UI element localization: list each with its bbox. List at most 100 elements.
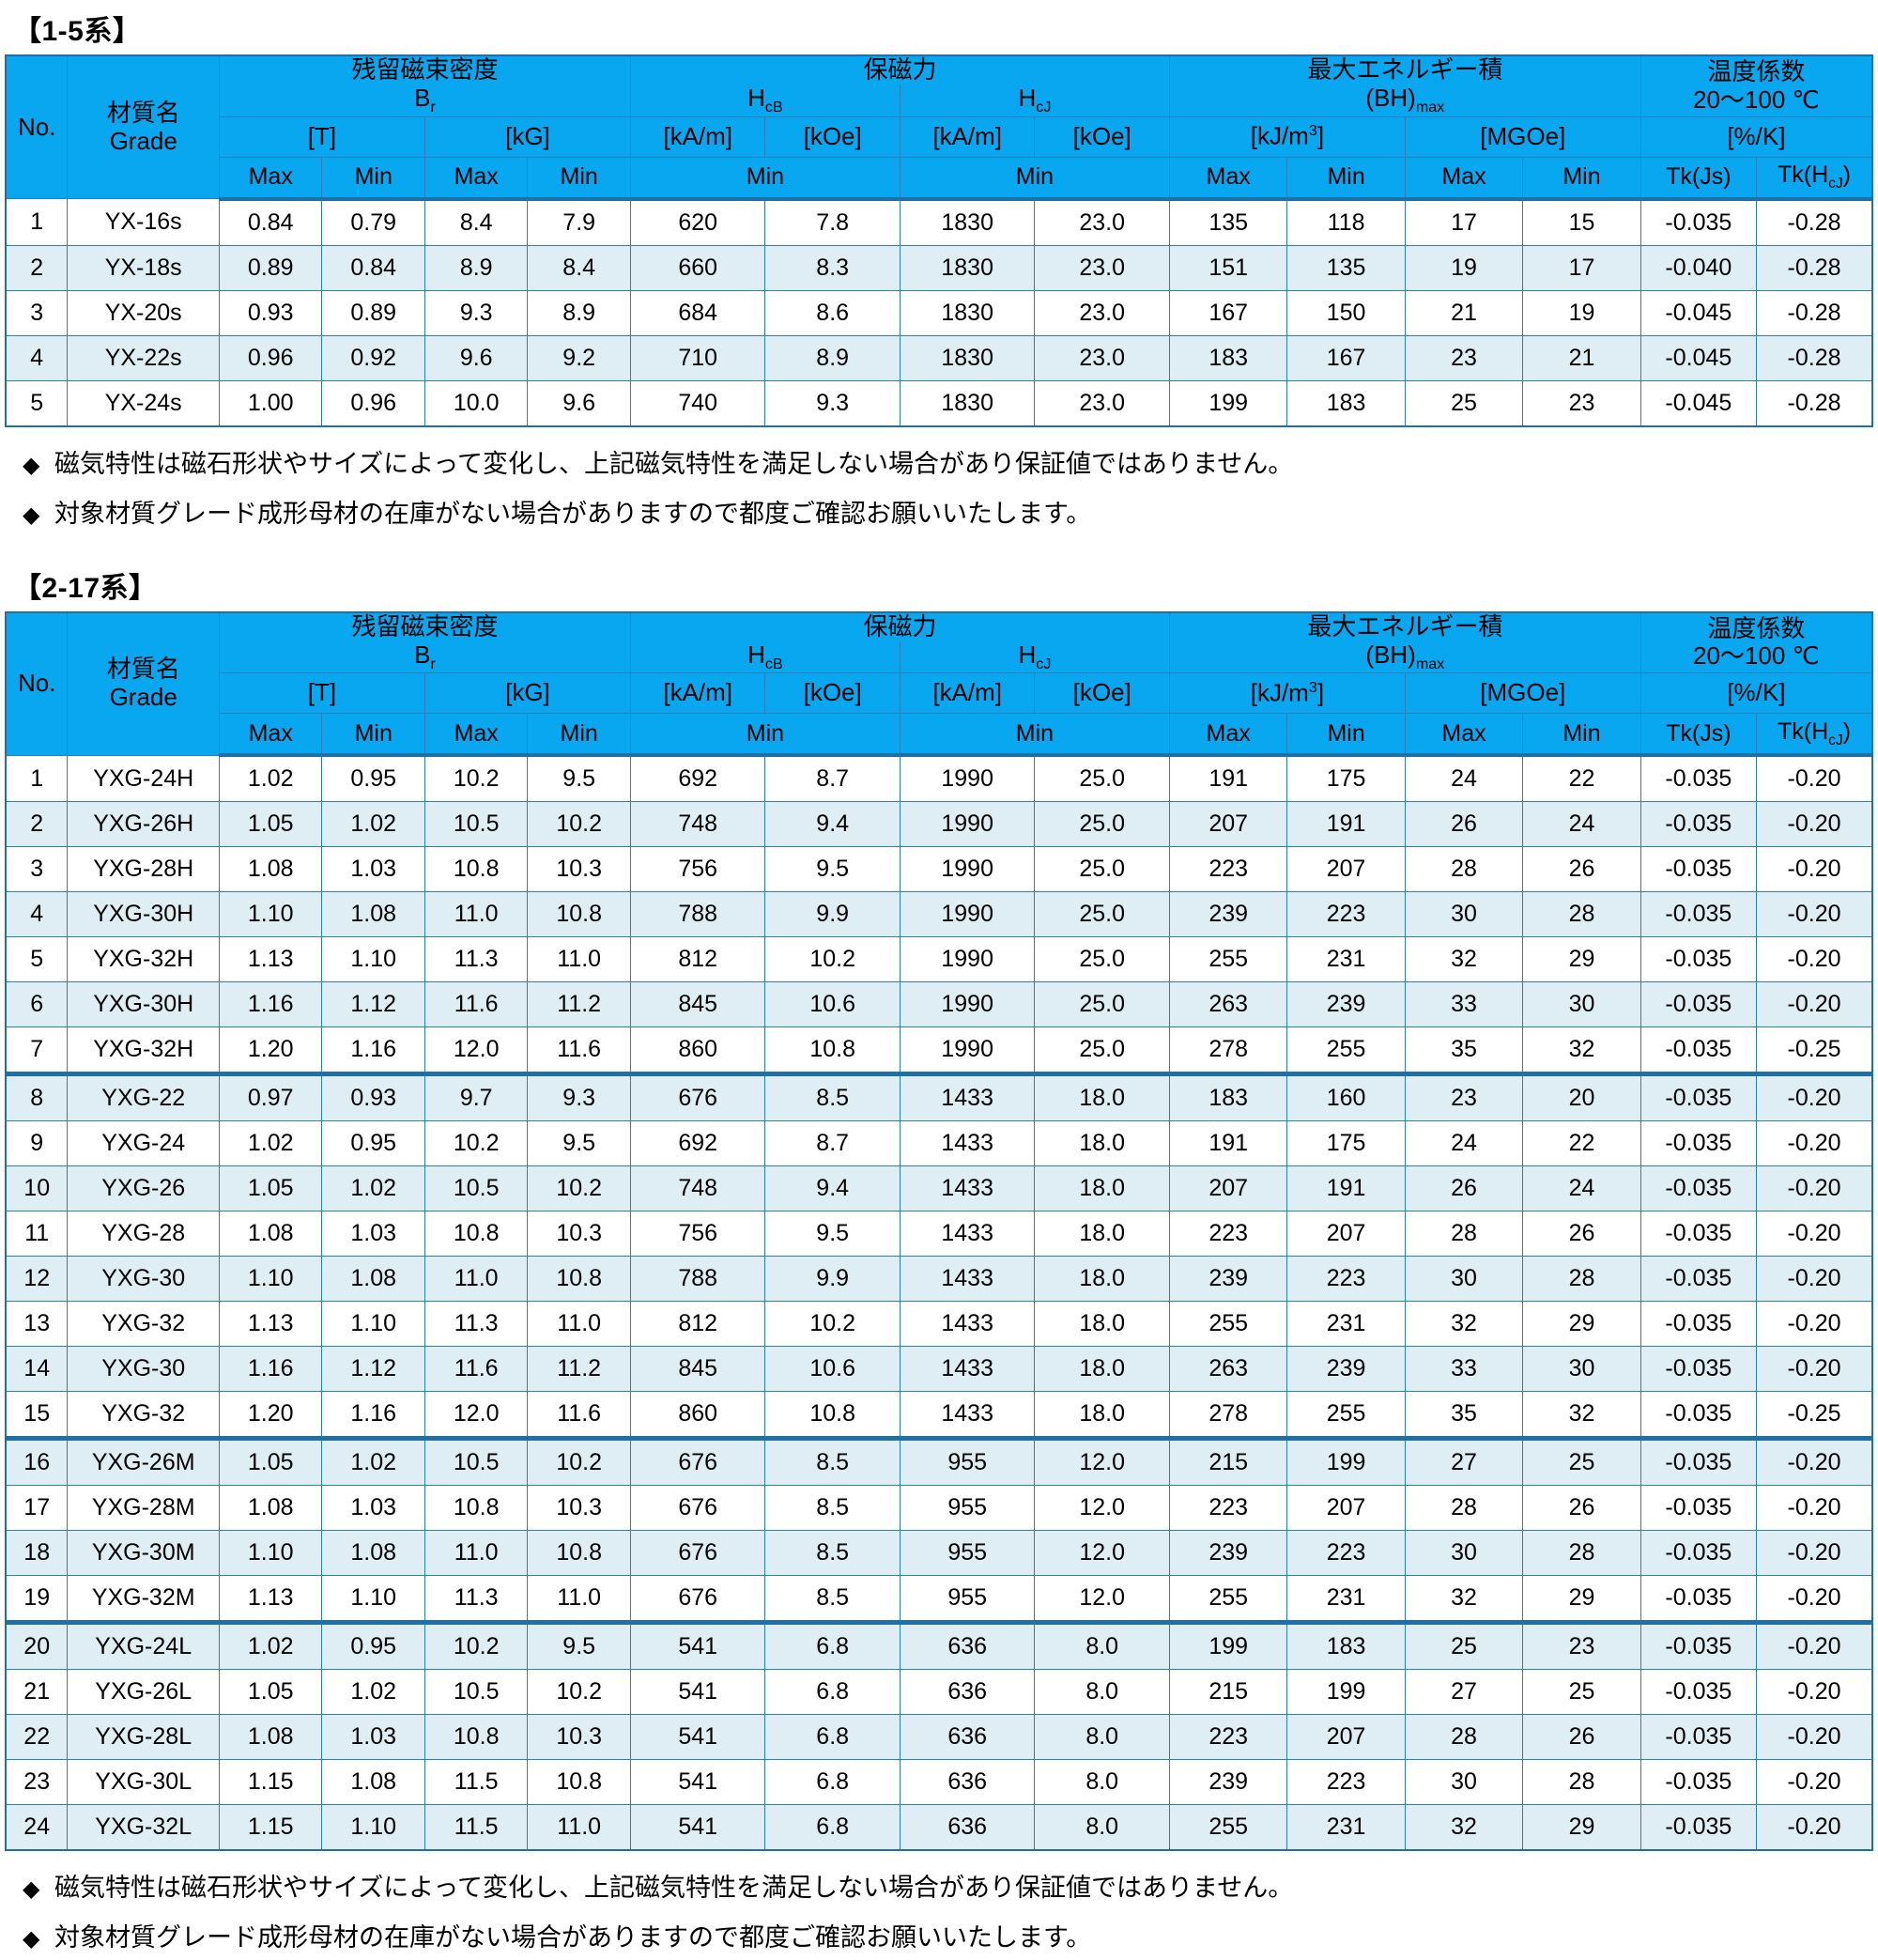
cell-bh-kj-min: 231 [1286, 1575, 1406, 1626]
cell-bh-mgoe-min: 25 [1522, 1669, 1641, 1716]
header-hcj-symbol: HcJ [899, 640, 1168, 672]
cell-tk-js: -0.040 [1639, 244, 1758, 291]
header-grade-jp: 材質名 [106, 98, 180, 127]
cell-br-t-max: 1.13 [218, 936, 323, 983]
header-br-t-max: Max [218, 156, 323, 201]
cell-grade: YXG-30 [67, 1346, 220, 1393]
cell-hcb-ka: 748 [629, 1165, 766, 1212]
diamond-bullet-icon: ◆ [23, 1876, 40, 1903]
header-br-kg-min: Min [527, 156, 631, 201]
cell-hcj-koe: 23.0 [1034, 334, 1170, 381]
cell-br-t-max: 0.96 [218, 334, 323, 381]
cell-hcb-koe: 9.4 [764, 1165, 901, 1212]
cell-hcb-ka: 660 [629, 244, 766, 291]
cell-tk-hcj: -0.20 [1756, 936, 1873, 983]
cell-no: 3 [5, 289, 69, 336]
cell-hcj-ka: 1990 [899, 891, 1036, 938]
cell-bh-kj-max: 215 [1168, 1669, 1288, 1716]
cell-hcb-koe: 8.6 [764, 289, 901, 336]
cell-hcb-ka: 692 [629, 754, 766, 803]
header-br-group: 残留磁束密度 Br [218, 611, 631, 674]
cell-bh-kj-min: 207 [1286, 1485, 1406, 1532]
cell-br-kg-min: 11.0 [527, 1575, 631, 1626]
header-bh-mgoe-max: Max [1404, 713, 1524, 758]
cell-hcj-ka: 955 [899, 1485, 1036, 1532]
header-hc-group: 保磁力 HcB HcJ [629, 611, 1170, 674]
cell-br-t-min: 0.92 [321, 334, 425, 381]
table-row: 4 YX-22s 0.96 0.92 9.6 9.2 710 8.9 1830 23.0 183 16… [5, 334, 1873, 381]
cell-tk-js: -0.035 [1639, 1622, 1758, 1671]
cell-br-kg-min: 7.9 [527, 198, 631, 246]
header-bh-unit-kj: [kJ/m3] [1168, 672, 1406, 715]
table-row: 22 YXG-28L 1.08 1.03 10.8 10.3 541 6.8 636 8.0 223… [5, 1714, 1873, 1761]
cell-br-kg-min: 10.2 [527, 1165, 631, 1212]
cell-br-t-max: 1.10 [218, 891, 323, 938]
cell-grade: YX-22s [67, 334, 220, 381]
cell-bh-kj-min: 199 [1286, 1438, 1406, 1487]
cell-hcb-koe: 9.4 [764, 801, 901, 848]
note-line: ◆ 対象材質グレード成形母材の在庫がない場合がありますので都度ご確認お願いいたしま… [23, 486, 1878, 536]
cell-hcj-koe: 12.0 [1034, 1485, 1170, 1532]
cell-bh-mgoe-max: 26 [1404, 1165, 1524, 1212]
cell-br-kg-max: 11.3 [423, 1301, 529, 1348]
cell-hcb-ka: 541 [629, 1669, 766, 1716]
cell-hcj-ka: 1433 [899, 1301, 1036, 1348]
header-br-unit-kg: [kG] [423, 116, 631, 158]
cell-bh-kj-min: 231 [1286, 1804, 1406, 1851]
cell-tk-hcj: -0.20 [1756, 1714, 1873, 1761]
cell-tk-js: -0.035 [1639, 981, 1758, 1028]
cell-tk-hcj: -0.20 [1756, 1120, 1873, 1167]
diamond-bullet-icon: ◆ [23, 452, 40, 478]
cell-br-kg-min: 10.3 [527, 846, 631, 893]
cell-br-kg-min: 11.6 [527, 1391, 631, 1442]
cell-bh-kj-min: 191 [1286, 1165, 1406, 1212]
table-row: 4 YXG-30H 1.10 1.08 11.0 10.8 788 9.9 1990 25.0 23… [5, 891, 1873, 938]
cell-bh-mgoe-max: 23 [1404, 1073, 1524, 1122]
table-header: No. 材質名 Grade 残留磁束密度 Br 保磁力 HcB HcJ 最大エネルギー積 (BH)… [5, 54, 1873, 201]
cell-bh-kj-min: 223 [1286, 1759, 1406, 1806]
cell-hcj-koe: 25.0 [1034, 846, 1170, 893]
cell-br-t-min: 1.08 [321, 891, 425, 938]
cell-hcj-ka: 1990 [899, 846, 1036, 893]
cell-bh-mgoe-min: 30 [1522, 1346, 1641, 1393]
cell-br-kg-min: 11.2 [527, 1346, 631, 1393]
section-title: 【1-5系】 [13, 16, 142, 47]
header-br-unit-kg: [kG] [423, 672, 631, 715]
cell-bh-mgoe-max: 21 [1404, 289, 1524, 336]
cell-no: 6 [5, 981, 69, 1028]
cell-bh-mgoe-min: 24 [1522, 801, 1641, 848]
cell-bh-kj-max: 199 [1168, 1622, 1288, 1671]
cell-br-t-min: 1.10 [321, 936, 425, 983]
cell-hcb-ka: 541 [629, 1622, 766, 1671]
header-bh-unit-mgoe: [MGOe] [1404, 116, 1641, 158]
cell-tk-js: -0.035 [1639, 1301, 1758, 1348]
cell-bh-mgoe-max: 35 [1404, 1391, 1524, 1442]
cell-no: 19 [5, 1575, 69, 1626]
cell-br-kg-min: 9.5 [527, 1120, 631, 1167]
cell-grade: YXG-28 [67, 1211, 220, 1258]
header-bh-mgoe-min: Min [1522, 713, 1641, 758]
cell-br-t-max: 1.08 [218, 846, 323, 893]
cell-hcb-ka: 845 [629, 1346, 766, 1393]
header-tk-range: 20～100 ℃ [1692, 641, 1820, 671]
cell-br-kg-min: 11.0 [527, 1301, 631, 1348]
table-row: 1 YXG-24H 1.02 0.95 10.2 9.5 692 8.7 1990 25.0 191… [5, 754, 1873, 803]
cell-hcj-koe: 18.0 [1034, 1301, 1170, 1348]
cell-no: 8 [5, 1073, 69, 1122]
cell-br-t-min: 1.08 [321, 1530, 425, 1577]
cell-grade: YXG-22 [67, 1073, 220, 1122]
cell-bh-mgoe-max: 27 [1404, 1438, 1524, 1487]
cell-hcj-ka: 955 [899, 1530, 1036, 1577]
cell-bh-mgoe-max: 17 [1404, 198, 1524, 246]
diamond-bullet-icon: ◆ [23, 1926, 40, 1952]
cell-tk-hcj: -0.20 [1756, 754, 1873, 803]
note-text: 磁気特性は磁石形状やサイズによって変化し、上記磁気特性を満足しない場合があり保証… [54, 449, 1294, 478]
header-br-t-max: Max [218, 713, 323, 758]
cell-bh-kj-min: 207 [1286, 1211, 1406, 1258]
cell-bh-kj-min: 175 [1286, 754, 1406, 803]
cell-hcb-koe: 10.8 [764, 1391, 901, 1442]
cell-br-t-max: 1.13 [218, 1575, 323, 1626]
cell-tk-hcj: -0.20 [1756, 1346, 1873, 1393]
cell-bh-kj-max: 263 [1168, 1346, 1288, 1393]
